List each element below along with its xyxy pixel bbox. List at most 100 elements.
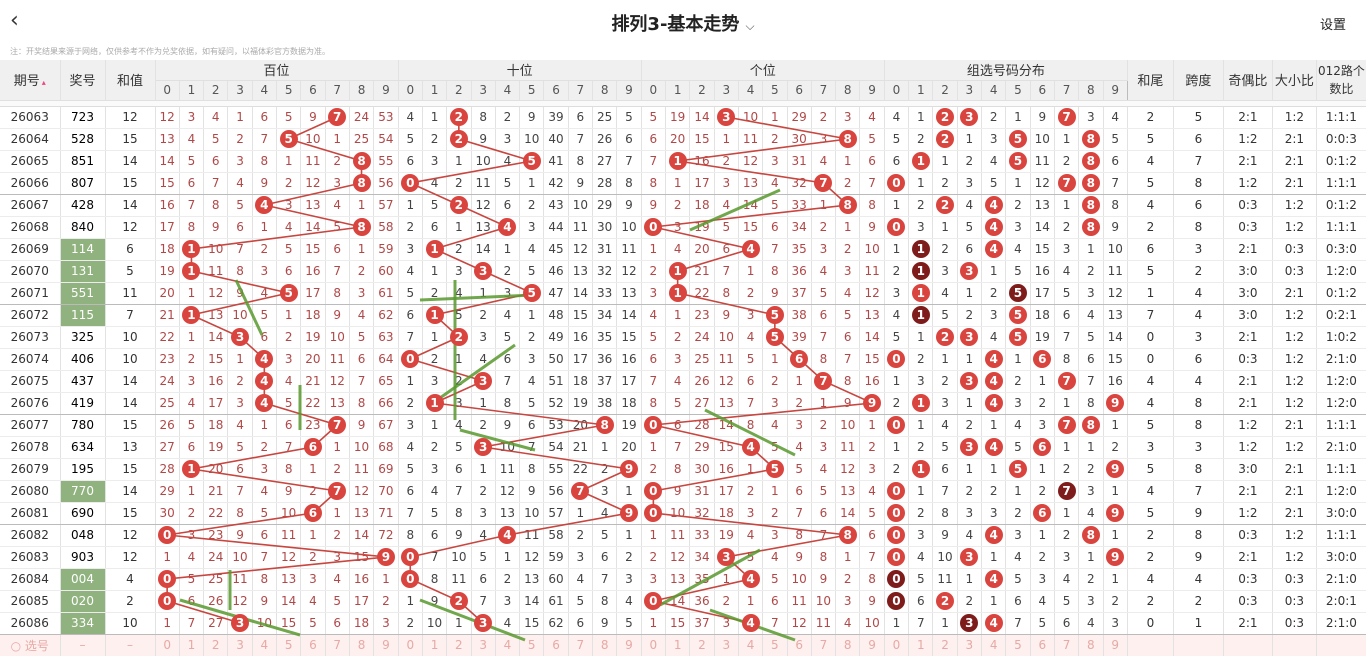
pick-digit[interactable]: 2 — [203, 634, 229, 656]
omission-cell: 7 — [179, 612, 205, 635]
pick-digit[interactable]: 7 — [568, 634, 593, 656]
pick-digit[interactable]: 2 — [446, 634, 472, 656]
omission-cell: 2 — [422, 128, 448, 151]
omission-cell: 7 — [640, 150, 667, 173]
hit-cell: 3 — [957, 260, 983, 283]
omission-cell: 2 — [787, 392, 812, 415]
omission-cell: 14 — [203, 326, 229, 349]
omission-cell: 10 — [446, 546, 472, 569]
omission-cell: 4 — [981, 326, 1007, 349]
omission-cell: 14 — [349, 524, 375, 547]
odd-even-cell: 2:1 — [1223, 326, 1273, 349]
pick-digit[interactable]: 3 — [714, 634, 739, 656]
tail-cell: 5 — [1126, 172, 1174, 195]
pick-digit[interactable]: 1 — [665, 634, 691, 656]
hit-ball: 7 — [571, 482, 590, 500]
hit-ball: 4 — [984, 240, 1003, 258]
pick-label[interactable]: ○ 选号 — [0, 634, 61, 656]
omission-cell: 1 — [640, 238, 667, 261]
omission-cell: 4 — [859, 480, 885, 503]
pick-digit[interactable]: 6 — [787, 634, 812, 656]
omission-cell: 6 — [397, 304, 423, 327]
hit-cell: 0 — [883, 568, 910, 591]
pick-digit[interactable]: 4 — [495, 634, 521, 656]
pick-digit[interactable]: 9 — [859, 634, 885, 656]
omission-cell: 8 — [1103, 194, 1128, 217]
settings-button[interactable]: 设置 — [1319, 18, 1346, 33]
pick-digit[interactable]: 8 — [835, 634, 861, 656]
pick-digit[interactable]: 5 — [519, 634, 545, 656]
pick-digit[interactable]: 4 — [738, 634, 764, 656]
pick-digit[interactable]: 8 — [1078, 634, 1104, 656]
hit-ball: 0 — [887, 570, 906, 588]
period-cell: 26085 — [0, 590, 61, 613]
omission-cell: 1 — [981, 458, 1007, 481]
hit-ball: 0 — [644, 592, 663, 610]
pick-digit[interactable]: 5 — [1005, 634, 1031, 656]
pick-digit[interactable]: 1 — [422, 634, 448, 656]
pick-digit[interactable]: 3 — [227, 634, 253, 656]
omission-cell: 16 — [349, 568, 375, 591]
pick-digit[interactable]: 1 — [908, 634, 934, 656]
pick-digit[interactable]: 0 — [154, 634, 180, 656]
hit-cell: 6 — [1030, 348, 1055, 371]
chevron-left-icon[interactable]: ‹ — [10, 8, 19, 33]
pick-digit[interactable]: 9 — [373, 634, 399, 656]
hit-cell: 8 — [592, 414, 618, 437]
omission-cell: 2 — [957, 414, 983, 437]
omission-cell: 8 — [179, 216, 205, 239]
pick-digit[interactable]: 4 — [981, 634, 1007, 656]
page-title[interactable]: 排列3-基本走势 ⌵ — [0, 10, 1366, 36]
pick-digit[interactable]: 7 — [325, 634, 350, 656]
omission-cell: 5 — [1005, 436, 1031, 459]
pick-digit[interactable]: 2 — [689, 634, 715, 656]
pick-digit[interactable]: 4 — [252, 634, 277, 656]
omission-cell: 2 — [252, 238, 277, 261]
omission-cell: 7 — [738, 392, 764, 415]
chevron-down-icon[interactable]: ⌵ — [745, 19, 755, 33]
hit-ball: 0 — [887, 416, 906, 434]
pick-digit[interactable]: 1 — [179, 634, 205, 656]
radio-circle-icon[interactable]: ○ — [10, 638, 22, 653]
omission-cell: 1 — [1054, 194, 1080, 217]
pick-digit[interactable]: 7 — [1054, 634, 1080, 656]
pick-digit[interactable]: 0 — [883, 634, 910, 656]
digit-header: 6 — [300, 80, 326, 101]
pick-digit[interactable]: 0 — [640, 634, 667, 656]
hit-ball: 0 — [887, 548, 906, 566]
pick-digit[interactable]: 9 — [1103, 634, 1128, 656]
pick-digit[interactable]: 3 — [471, 634, 496, 656]
omission-cell: 15 — [616, 326, 642, 349]
omission-cell: 5 — [446, 436, 472, 459]
col-period[interactable]: 期号 ▴ — [0, 60, 61, 101]
pick-digit[interactable]: 6 — [543, 634, 569, 656]
pick-digit[interactable]: 2 — [932, 634, 958, 656]
pick-digit[interactable]: 8 — [592, 634, 618, 656]
omission-cell: 8 — [932, 502, 958, 525]
span-cell: 8 — [1173, 216, 1224, 239]
omission-cell: 1 — [762, 348, 788, 371]
omission-cell: 1 — [908, 172, 934, 195]
omission-cell: 2 — [1078, 260, 1104, 283]
period-cell: 26081 — [0, 502, 61, 525]
pick-digit[interactable]: 5 — [276, 634, 302, 656]
omission-cell: 1 — [835, 546, 861, 569]
hit-ball: 7 — [1057, 482, 1076, 500]
omission-cell: 2 — [835, 172, 861, 195]
pick-digit[interactable]: 5 — [762, 634, 788, 656]
table-row: 26063 723 12 12 3 4 1 6 5 9 7 24 53 4 1 2 8 2 9 39 6 25 5 5 19 14… — [0, 106, 1366, 129]
pick-digit[interactable]: 6 — [1030, 634, 1055, 656]
omission-cell: 15 — [154, 172, 180, 195]
pick-digit[interactable]: 0 — [397, 634, 423, 656]
omission-cell: 6 — [1054, 612, 1080, 635]
omission-cell: 2 — [300, 480, 326, 503]
pick-digit[interactable]: 7 — [811, 634, 837, 656]
sort-icon[interactable]: ▴ — [41, 78, 46, 88]
pick-digit[interactable]: 6 — [300, 634, 326, 656]
omission-cell: 4 — [738, 524, 764, 547]
omission-cell: 48 — [543, 304, 569, 327]
pick-digit[interactable]: 3 — [957, 634, 983, 656]
pick-digit[interactable]: 9 — [616, 634, 642, 656]
pick-digit[interactable]: 8 — [349, 634, 375, 656]
hit-ball: 7 — [814, 372, 833, 390]
